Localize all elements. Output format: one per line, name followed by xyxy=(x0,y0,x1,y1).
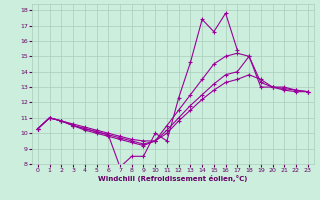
X-axis label: Windchill (Refroidissement éolien,°C): Windchill (Refroidissement éolien,°C) xyxy=(98,175,247,182)
